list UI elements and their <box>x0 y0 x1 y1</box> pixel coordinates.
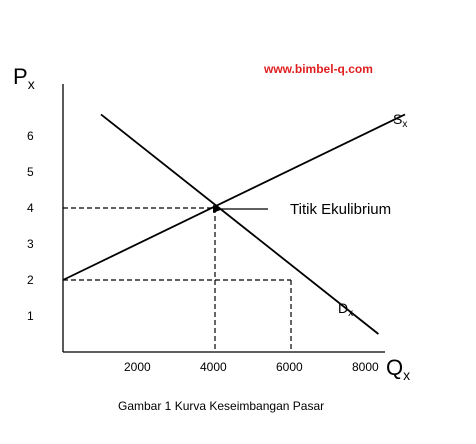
curves <box>62 113 406 335</box>
x-axis-title: Qx <box>386 355 410 383</box>
supply-curve <box>62 113 406 281</box>
guide-lines <box>63 207 292 352</box>
supply-curve-label: Sx <box>393 111 407 130</box>
x-tick-label: 2000 <box>124 360 151 374</box>
x-tick-labels: 2000 4000 6000 8000 <box>124 360 379 374</box>
axes <box>62 84 385 353</box>
equilibrium-annotation: Titik Ekulibrium <box>213 201 391 218</box>
figure-caption: Gambar 1 Kurva Keseimbangan Pasar <box>118 399 324 413</box>
y-tick-labels: 1 2 3 4 5 6 <box>27 129 34 323</box>
watermark-text: www.bimbel-q.com <box>263 62 373 76</box>
x-tick-label: 6000 <box>276 360 303 374</box>
y-tick-label: 1 <box>27 309 34 323</box>
y-tick-label: 3 <box>27 237 34 251</box>
x-tick-label: 4000 <box>200 360 227 374</box>
demand-curve-label: Dx <box>338 300 353 319</box>
y-tick-label: 2 <box>27 273 34 287</box>
y-tick-label: 4 <box>27 201 34 215</box>
equilibrium-label: Titik Ekulibrium <box>290 201 391 218</box>
y-tick-label: 6 <box>27 129 34 143</box>
demand-curve <box>100 113 379 335</box>
x-tick-label: 8000 <box>352 360 379 374</box>
y-tick-label: 5 <box>27 165 34 179</box>
y-axis-title: Px <box>13 64 35 92</box>
